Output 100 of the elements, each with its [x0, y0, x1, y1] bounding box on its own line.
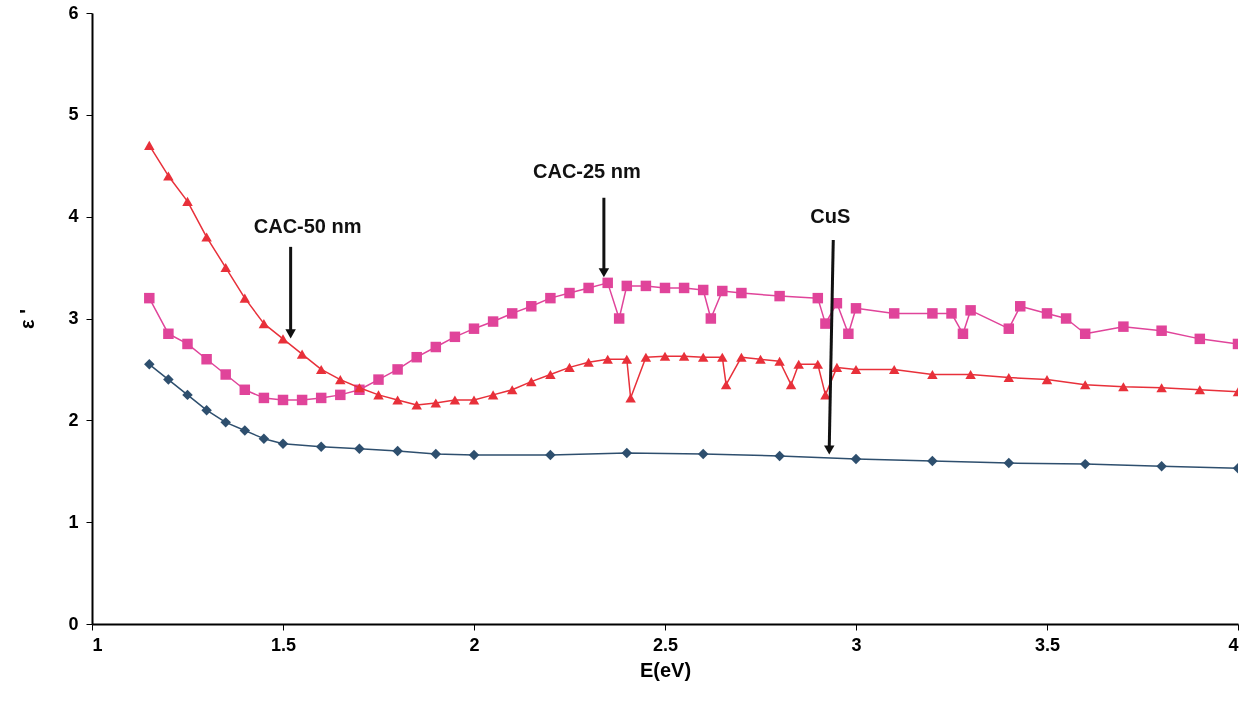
point [392, 364, 403, 375]
point [239, 425, 251, 436]
point [315, 364, 327, 374]
point [957, 328, 969, 340]
point [1118, 382, 1129, 392]
point [373, 390, 384, 400]
x-tick-label: 2 [469, 634, 480, 655]
point [258, 392, 270, 404]
point [335, 375, 346, 385]
point [678, 351, 690, 361]
point [583, 357, 594, 367]
point [201, 353, 212, 365]
point [793, 359, 804, 369]
point [545, 292, 556, 304]
point [258, 319, 270, 329]
point [717, 352, 728, 362]
point [1156, 460, 1167, 472]
point [697, 448, 709, 460]
point [315, 392, 327, 404]
point [850, 303, 862, 314]
y-tick-label: 6 [68, 2, 79, 23]
point [239, 293, 251, 303]
point [1041, 308, 1053, 319]
point [755, 354, 766, 364]
point [678, 282, 690, 294]
point [258, 433, 270, 444]
point [411, 351, 422, 363]
x-tick-label: 1.5 [270, 634, 297, 655]
point [296, 394, 308, 406]
point [659, 282, 671, 294]
point [315, 441, 327, 453]
point [430, 448, 442, 460]
x-tick-label: 3 [851, 634, 862, 655]
point [640, 280, 652, 292]
point [1194, 333, 1206, 345]
point [411, 400, 422, 410]
point [220, 263, 231, 273]
point [392, 445, 403, 457]
point [1041, 375, 1053, 385]
point [545, 369, 556, 380]
point [506, 308, 518, 319]
point [736, 352, 747, 362]
point [888, 364, 900, 374]
point [468, 395, 480, 405]
point [602, 277, 613, 289]
point [720, 380, 732, 390]
point [220, 417, 231, 428]
point [487, 316, 499, 327]
y-tick-label: 4 [68, 206, 79, 227]
point [621, 447, 633, 459]
annotation: CAC-50 nm [253, 214, 362, 237]
point [430, 341, 442, 353]
point [1060, 313, 1072, 324]
point [946, 308, 957, 319]
point [144, 292, 155, 304]
point [583, 282, 594, 294]
x-axis-title: E(eV) [639, 658, 692, 681]
point [927, 308, 938, 319]
point [468, 449, 480, 461]
point [640, 352, 652, 362]
point [182, 338, 193, 350]
point [182, 196, 193, 206]
point [1156, 325, 1167, 336]
y-tick-label: 1 [68, 511, 79, 532]
point [392, 395, 403, 405]
annotation: CuS [810, 204, 851, 227]
x-tick-label: 3.5 [1034, 634, 1061, 655]
point [927, 369, 938, 380]
point [774, 290, 785, 302]
point [373, 374, 384, 385]
point [1194, 385, 1206, 395]
point [927, 455, 938, 467]
point [201, 232, 212, 242]
point [277, 394, 289, 406]
point [545, 449, 556, 461]
point [430, 398, 442, 408]
x-tick-label: 1 [92, 634, 103, 655]
point [613, 313, 625, 324]
point [1003, 457, 1015, 469]
point [850, 453, 862, 465]
point [621, 354, 633, 364]
point [820, 318, 831, 329]
point [144, 359, 155, 370]
point [144, 140, 155, 150]
point [697, 284, 709, 296]
point [717, 285, 728, 297]
point [163, 328, 174, 340]
x-tick-label: 2.5 [652, 634, 679, 655]
point [1156, 383, 1167, 393]
point [1079, 380, 1091, 390]
point [564, 362, 575, 372]
point [659, 351, 671, 361]
point [965, 369, 976, 380]
point [335, 389, 346, 401]
y-axis-title: ε ' [16, 309, 39, 329]
point [449, 395, 461, 405]
point [1118, 321, 1129, 332]
point [705, 313, 717, 324]
point [602, 354, 613, 364]
point [1015, 301, 1026, 312]
